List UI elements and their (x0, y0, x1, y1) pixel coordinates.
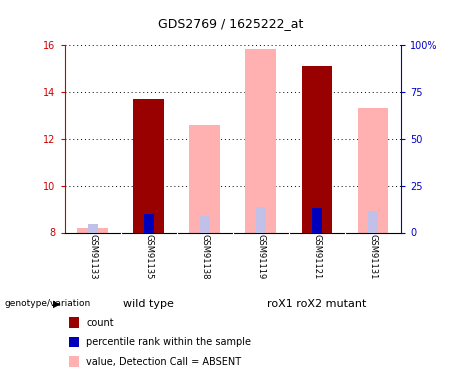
Text: roX1 roX2 mutant: roX1 roX2 mutant (267, 299, 366, 309)
Bar (256, 207, 266, 232)
Bar (245, 48, 276, 232)
Text: GSM91119: GSM91119 (256, 234, 266, 279)
Bar (133, 99, 164, 232)
Text: GSM91133: GSM91133 (88, 234, 97, 280)
Text: value, Detection Call = ABSENT: value, Detection Call = ABSENT (86, 357, 241, 366)
Text: GSM91135: GSM91135 (144, 234, 153, 280)
Bar (144, 214, 154, 232)
Text: ▶: ▶ (53, 299, 60, 309)
Bar (368, 211, 378, 232)
Bar (88, 224, 98, 232)
Bar (189, 124, 220, 232)
Bar (358, 108, 389, 232)
Text: GSM91131: GSM91131 (368, 234, 378, 280)
Bar (200, 216, 210, 232)
Text: genotype/variation: genotype/variation (5, 299, 91, 308)
Bar (301, 66, 332, 232)
Text: percentile rank within the sample: percentile rank within the sample (86, 337, 251, 347)
Text: GSM91138: GSM91138 (200, 234, 209, 280)
Bar (312, 208, 322, 232)
Text: GSM91121: GSM91121 (313, 234, 321, 279)
Text: GDS2769 / 1625222_at: GDS2769 / 1625222_at (158, 17, 303, 30)
Bar (77, 228, 108, 232)
Text: count: count (86, 318, 114, 327)
Text: wild type: wild type (123, 299, 174, 309)
